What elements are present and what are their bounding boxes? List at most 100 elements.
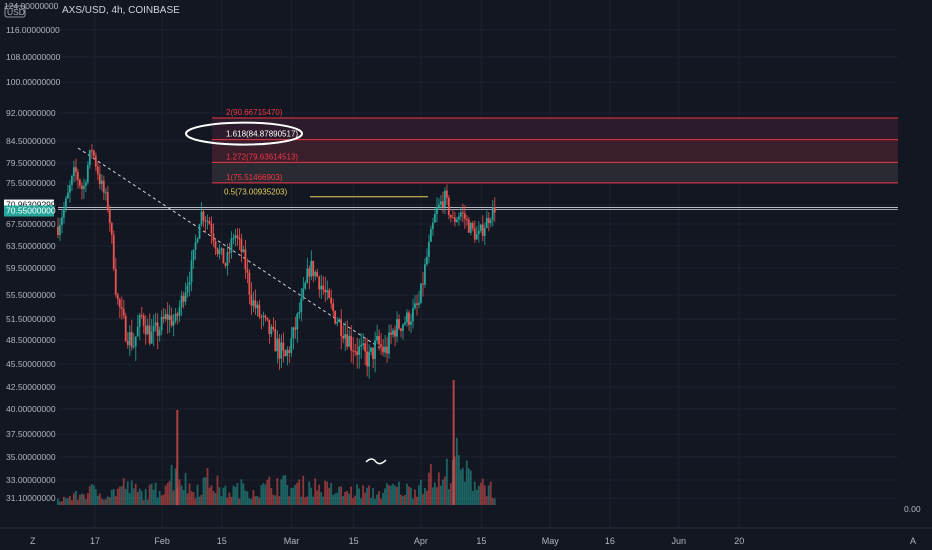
volume-bar — [100, 498, 103, 505]
candle-body — [469, 222, 472, 233]
candle-body — [479, 224, 482, 231]
candle-body — [114, 268, 117, 295]
candle-body — [394, 330, 396, 337]
volume-bar — [84, 499, 87, 505]
candle-body — [90, 150, 93, 152]
candle-body — [120, 307, 123, 310]
volume-bar — [68, 495, 71, 505]
x-tick-label: 17 — [90, 536, 100, 546]
price-tag — [4, 199, 54, 211]
volume-bar — [346, 490, 349, 505]
candle-body — [493, 207, 496, 213]
volume-bar — [94, 489, 97, 505]
candle-body — [264, 315, 267, 318]
candle-body — [451, 217, 454, 219]
candle-body — [342, 336, 345, 339]
volume-bar — [62, 496, 65, 505]
volume-bar — [182, 489, 185, 505]
volume-bar — [258, 497, 261, 505]
candle-body — [198, 224, 201, 239]
volume-bar — [374, 498, 376, 505]
volume-bar — [322, 496, 325, 505]
volume-bar — [194, 498, 197, 505]
candle-body — [388, 332, 390, 354]
volume-bar — [140, 491, 143, 505]
candle-body — [378, 335, 380, 345]
candle-body — [58, 224, 61, 235]
candle-body — [84, 182, 87, 187]
candle-body — [128, 332, 131, 345]
volume-bar — [334, 493, 337, 505]
candle-body — [234, 235, 237, 239]
candle-body — [248, 272, 251, 295]
y-tick-label: 92.00000000 — [6, 108, 56, 118]
volume-bar — [270, 488, 273, 505]
candle-body — [316, 271, 319, 277]
zoom-icon[interactable]: Z — [30, 536, 36, 546]
volume-bar — [222, 487, 225, 505]
candle-body — [477, 230, 480, 235]
volume-bar — [447, 489, 450, 505]
volume-bar — [420, 479, 422, 505]
candle-body — [86, 165, 89, 183]
volume-bar — [120, 486, 123, 505]
candle-body — [92, 150, 95, 156]
candle-body — [106, 192, 109, 210]
y-tick-label: 116.00000000 — [6, 25, 60, 35]
candle-body — [116, 294, 119, 300]
auto-scale-icon[interactable]: A — [910, 536, 916, 546]
candle-body — [364, 343, 366, 352]
volume-bar — [214, 493, 217, 505]
candle-body — [80, 185, 83, 190]
volume-scale-label: 0.00 — [904, 504, 921, 514]
candle-body — [144, 325, 147, 335]
volume-bar — [260, 485, 263, 505]
volume-bar — [376, 494, 378, 505]
volume-bar — [238, 498, 241, 505]
volume-bar — [459, 469, 462, 505]
volume-bar — [224, 485, 227, 505]
volume-bar — [210, 485, 213, 505]
volume-bar — [282, 475, 285, 505]
candle-body — [348, 335, 350, 347]
candle-body — [338, 319, 341, 322]
candle-body — [489, 220, 492, 224]
volume-bar — [262, 483, 265, 505]
candle-body — [350, 335, 352, 351]
volume-bar — [286, 484, 289, 505]
volume-bar — [200, 494, 203, 505]
volume-bar — [158, 491, 161, 505]
candle-body — [244, 249, 247, 270]
annotation-ellipse — [185, 121, 303, 146]
volume-bar — [178, 479, 181, 505]
candle-body — [182, 295, 185, 302]
candle-body — [208, 220, 211, 225]
volume-bar — [336, 492, 339, 505]
volume-bar — [152, 489, 155, 505]
candle-body — [212, 233, 215, 242]
candle-body — [57, 226, 59, 235]
volume-bar — [396, 486, 398, 505]
volume-bar — [292, 487, 295, 505]
candle-body — [252, 300, 255, 306]
candle-body — [236, 235, 239, 238]
fib-level-label: 1.272(79.63614513) — [226, 152, 298, 161]
volume-bar — [118, 486, 121, 505]
y-tick-label: 67.50000000 — [6, 219, 56, 229]
volume-bar — [473, 481, 476, 505]
candle-body — [402, 324, 404, 331]
candle-body — [296, 313, 299, 330]
candle-body — [78, 179, 81, 186]
candle-body — [427, 241, 430, 257]
candle-body — [194, 242, 197, 250]
candle-body — [148, 325, 151, 344]
candle-body — [152, 325, 155, 332]
candle-body — [202, 211, 205, 221]
candle-body — [290, 338, 293, 353]
volume-bar — [272, 494, 275, 505]
volume-bar — [116, 488, 119, 505]
volume-bar — [368, 485, 370, 505]
volume-bar — [382, 492, 384, 505]
candle-body — [126, 340, 129, 345]
